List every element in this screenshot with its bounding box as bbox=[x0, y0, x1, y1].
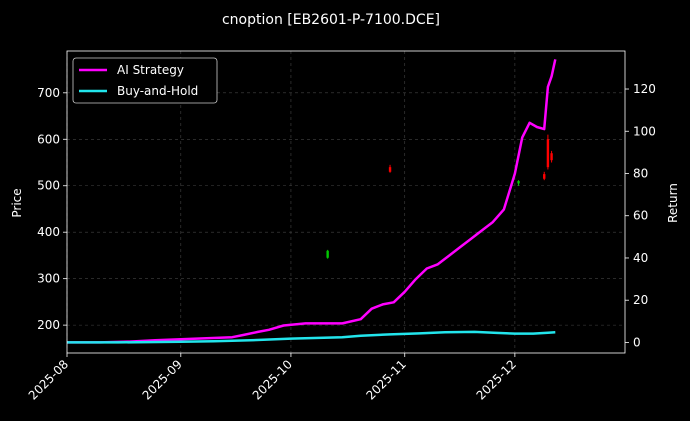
candle-body bbox=[546, 139, 550, 168]
y-tick-label-right: 0 bbox=[633, 335, 641, 349]
legend-box bbox=[72, 57, 218, 104]
candle-body bbox=[517, 181, 520, 184]
candle-body bbox=[326, 250, 329, 258]
x-tick-label: 2025-12 bbox=[474, 357, 519, 402]
x-tick-label: 2025-10 bbox=[250, 357, 295, 402]
y-tick-label-left: 700 bbox=[37, 86, 60, 100]
candles bbox=[326, 134, 553, 259]
candle-body bbox=[550, 153, 553, 161]
series-lines bbox=[67, 59, 557, 344]
y-tick-label-right: 60 bbox=[633, 209, 648, 223]
y-tick-label-left: 300 bbox=[37, 272, 60, 286]
x-tick-label: 2025-08 bbox=[26, 357, 71, 402]
y-tick-label-left: 400 bbox=[37, 225, 60, 239]
x-axis: 2025-08 2025-09 2025-10 2025-11 2025-12 bbox=[26, 353, 519, 403]
y-tick-label-right: 20 bbox=[633, 293, 648, 307]
y-axis-left: 200 300 400 500 600 700 bbox=[37, 86, 67, 332]
y-tick-label-right: 80 bbox=[633, 166, 648, 180]
y-tick-label-left: 200 bbox=[37, 318, 60, 332]
candle-body bbox=[388, 167, 392, 172]
y-tick-label-left: 600 bbox=[37, 132, 60, 146]
x-tick-label: 2025-09 bbox=[140, 357, 185, 402]
series-line-ai-strategy bbox=[67, 59, 557, 344]
plot-frame bbox=[66, 50, 626, 354]
y-axis-right: 0 20 40 60 80 100 120 bbox=[625, 82, 656, 349]
legend-label-ai-strategy: AI Strategy bbox=[117, 63, 184, 77]
series-line-buy-and-hold bbox=[67, 330, 556, 344]
chart-title: cnoption [EB2601-P-7100.DCE] bbox=[222, 12, 440, 28]
legend[interactable]: AI Strategy Buy-and-Hold bbox=[72, 57, 218, 104]
y-tick-label-left: 500 bbox=[37, 179, 60, 193]
y-axis-label-right: Return bbox=[666, 183, 680, 223]
y-tick-label-right: 40 bbox=[633, 251, 648, 265]
x-tick-label: 2025-11 bbox=[364, 357, 409, 402]
legend-label-buy-and-hold: Buy-and-Hold bbox=[117, 84, 198, 98]
y-axis-label-left: Price bbox=[10, 188, 24, 217]
y-tick-label-right: 100 bbox=[633, 124, 656, 138]
candle-body bbox=[543, 174, 546, 179]
y-tick-label-right: 120 bbox=[633, 82, 656, 96]
